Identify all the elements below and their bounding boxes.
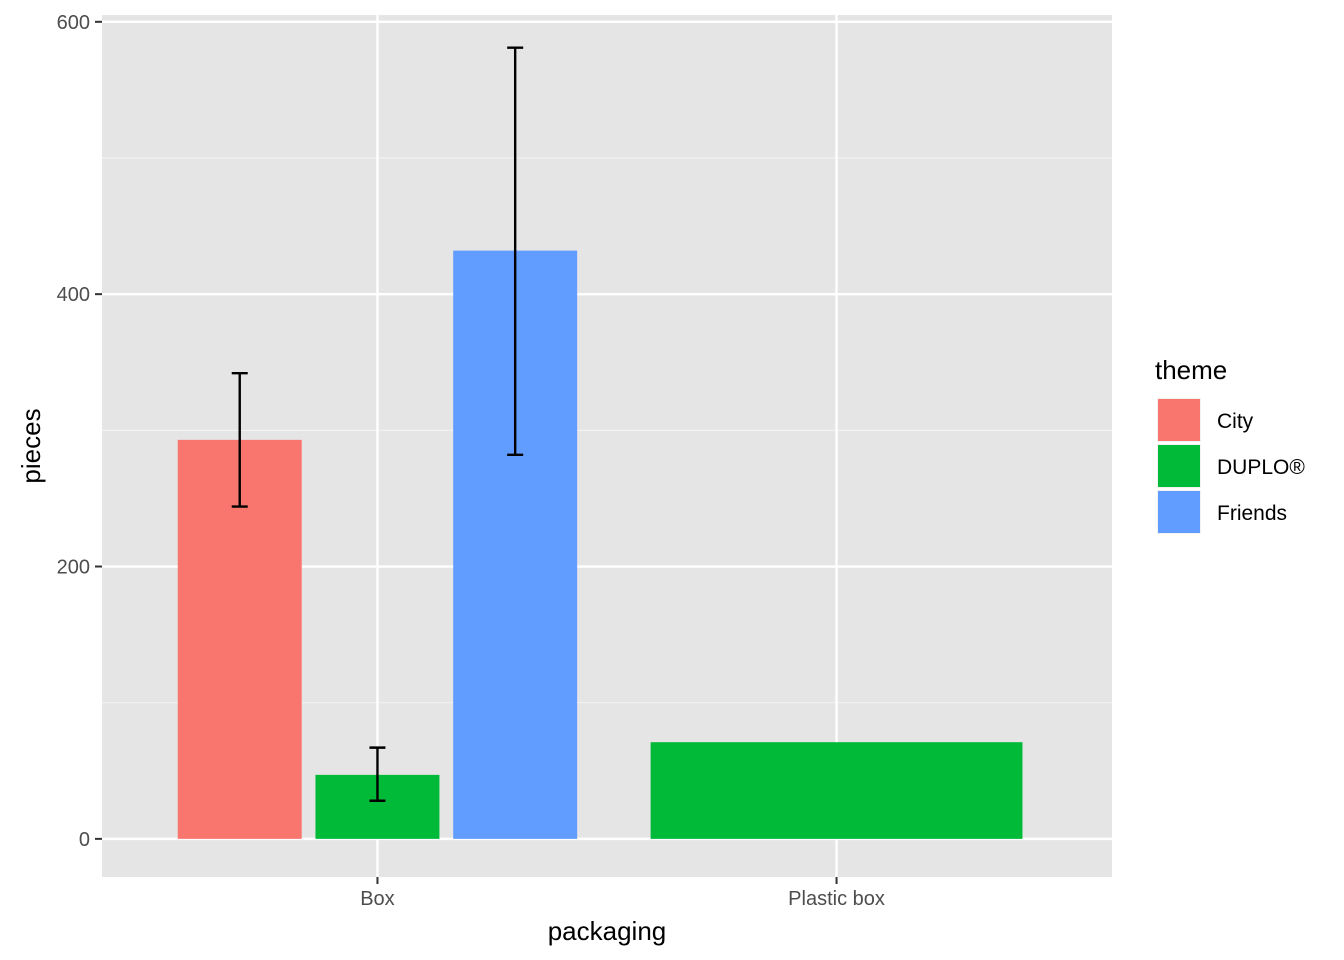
bars [177,250,1023,839]
bar-duplo-plastic-box [650,742,1023,839]
y-tick-label: 200 [57,557,90,579]
legend-title: theme [1155,355,1227,385]
legend-key-swatch [1158,399,1200,441]
x-axis-title: packaging [548,916,667,946]
x-tick-label: Box [360,888,394,910]
error-bars [231,46,524,802]
y-axis-title: pieces [16,408,46,483]
legend-key-swatch [1158,491,1200,533]
legend-label: Friends [1217,502,1287,525]
y-tick-label: 0 [79,829,90,851]
y-axis: 0 200 400 600 [57,12,102,851]
legend-label: City [1217,410,1254,433]
x-tick-label: Plastic box [788,888,885,910]
legend: theme City DUPLO® Friends [1155,355,1305,534]
legend-key-swatch [1158,445,1200,487]
x-axis: Box Plastic box [360,877,885,910]
y-tick-label: 600 [57,12,90,34]
y-tick-label: 400 [57,284,90,306]
legend-label: DUPLO® [1217,456,1305,479]
